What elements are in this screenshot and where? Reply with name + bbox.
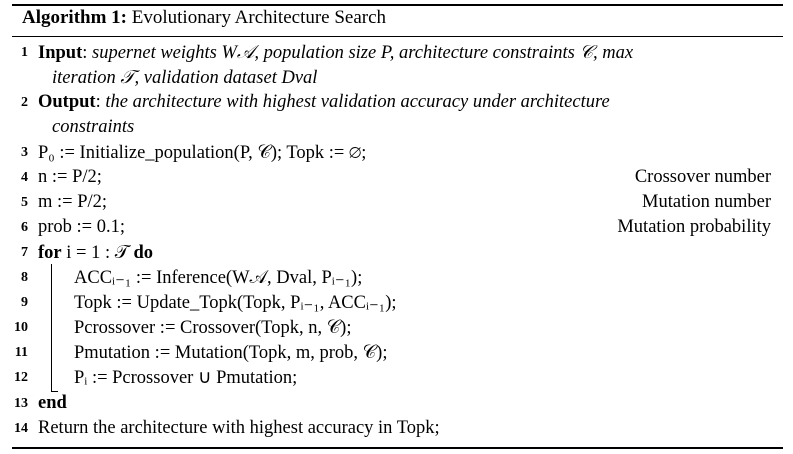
line-number: 11 <box>14 345 28 360</box>
separator: : <box>82 43 92 63</box>
line-body: Return the architecture with highest acc… <box>38 418 440 438</box>
line-number: 3 <box>21 145 28 160</box>
line-body: Pmutation := Mutation(Topk, m, prob, 𝒞); <box>74 343 388 363</box>
line-text: Input: supernet weights W𝒜, population s… <box>38 42 633 64</box>
algo-line: 5 m := P/2; Mutation number <box>0 192 793 217</box>
caption-title: Evolutionary Architecture Search <box>131 7 387 28</box>
algo-line: 1 Input: supernet weights W𝒜, population… <box>0 42 793 67</box>
algo-line: 4 n := P/2; Crossover number <box>0 167 793 192</box>
top-rule <box>12 4 783 6</box>
line-number: 5 <box>21 195 28 210</box>
bottom-rule <box>12 447 783 449</box>
loop-body-bar <box>51 264 52 392</box>
keyword: Output <box>38 92 96 112</box>
algo-line: 8 ACCᵢ₋₁ := Inference(W𝒜, Dval, Pᵢ₋₁); <box>0 267 793 292</box>
line-body: m := P/2; <box>38 192 108 212</box>
caption-label: Algorithm 1: <box>22 7 128 28</box>
line-body: Pcrossover := Crossover(Topk, n, 𝒞); <box>74 318 352 338</box>
algo-line: 14 Return the architecture with highest … <box>0 418 793 443</box>
line-text: Output: the architecture with highest va… <box>38 92 610 113</box>
line-body: ACCᵢ₋₁ := Inference(W𝒜, Dval, Pᵢ₋₁); <box>74 268 363 288</box>
line-number: 8 <box>21 270 28 285</box>
algo-line: 12 Pᵢ := Pcrossover ∪ Pmutation; <box>0 367 793 392</box>
keyword: end <box>38 393 67 413</box>
line-body: supernet weights W𝒜, population size P, … <box>92 43 634 63</box>
line-body: prob := 0.1; <box>38 217 125 237</box>
caption-rule <box>12 36 783 37</box>
line-number: 1 <box>21 45 28 60</box>
line-number: 6 <box>21 220 28 235</box>
line-number: 9 <box>21 295 28 310</box>
algo-line: 10 Pcrossover := Crossover(Topk, n, 𝒞); <box>0 317 793 342</box>
line-body: P₀ := Initialize_population(P, 𝒞); Topk … <box>38 143 367 163</box>
line-body: the architecture with highest validation… <box>105 92 610 112</box>
line-body: i = 1 : 𝒯 <box>61 243 134 263</box>
line-body: Pᵢ := Pcrossover ∪ Pmutation; <box>74 368 298 388</box>
keyword: for <box>38 243 62 263</box>
algo-line: 7 for i = 1 : 𝒯 do <box>0 242 793 267</box>
algorithm-caption: Algorithm 1: Evolutionary Architecture S… <box>22 7 386 29</box>
algo-line: 9 Topk := Update_Topk(Topk, Pᵢ₋₁, ACCᵢ₋₁… <box>0 292 793 317</box>
line-number: 7 <box>21 245 28 260</box>
algo-line: 3 P₀ := Initialize_population(P, 𝒞); Top… <box>0 142 793 167</box>
line-number: 13 <box>14 396 28 411</box>
line-comment: Mutation probability <box>617 217 771 237</box>
keyword: Input <box>38 43 83 63</box>
separator: : <box>95 92 106 112</box>
line-comment: Mutation number <box>642 192 771 212</box>
loop-body-hook <box>51 391 58 392</box>
algo-line-continued: constraints <box>0 117 793 142</box>
algo-line: 11 Pmutation := Mutation(Topk, m, prob, … <box>0 342 793 367</box>
algo-line: 2 Output: the architecture with highest … <box>0 92 793 117</box>
line-body: constraints <box>52 117 135 137</box>
line-comment: Crossover number <box>634 167 771 187</box>
line-number: 14 <box>14 421 28 436</box>
line-number: 4 <box>21 170 28 185</box>
algo-line: 6 prob := 0.1; Mutation probability <box>0 217 793 242</box>
line-number: 10 <box>14 320 28 335</box>
line-text: for i = 1 : 𝒯 do <box>38 242 153 264</box>
algo-line-continued: iteration 𝒯, validation dataset Dval <box>0 67 793 92</box>
line-number: 2 <box>21 95 28 110</box>
line-body: iteration 𝒯, validation dataset Dval <box>52 68 318 88</box>
line-body: Topk := Update_Topk(Topk, Pᵢ₋₁, ACCᵢ₋₁); <box>74 293 397 313</box>
line-body: n := P/2; <box>38 167 102 187</box>
algo-line: 13 end <box>0 393 793 418</box>
keyword: do <box>133 243 154 263</box>
line-number: 12 <box>14 370 28 385</box>
